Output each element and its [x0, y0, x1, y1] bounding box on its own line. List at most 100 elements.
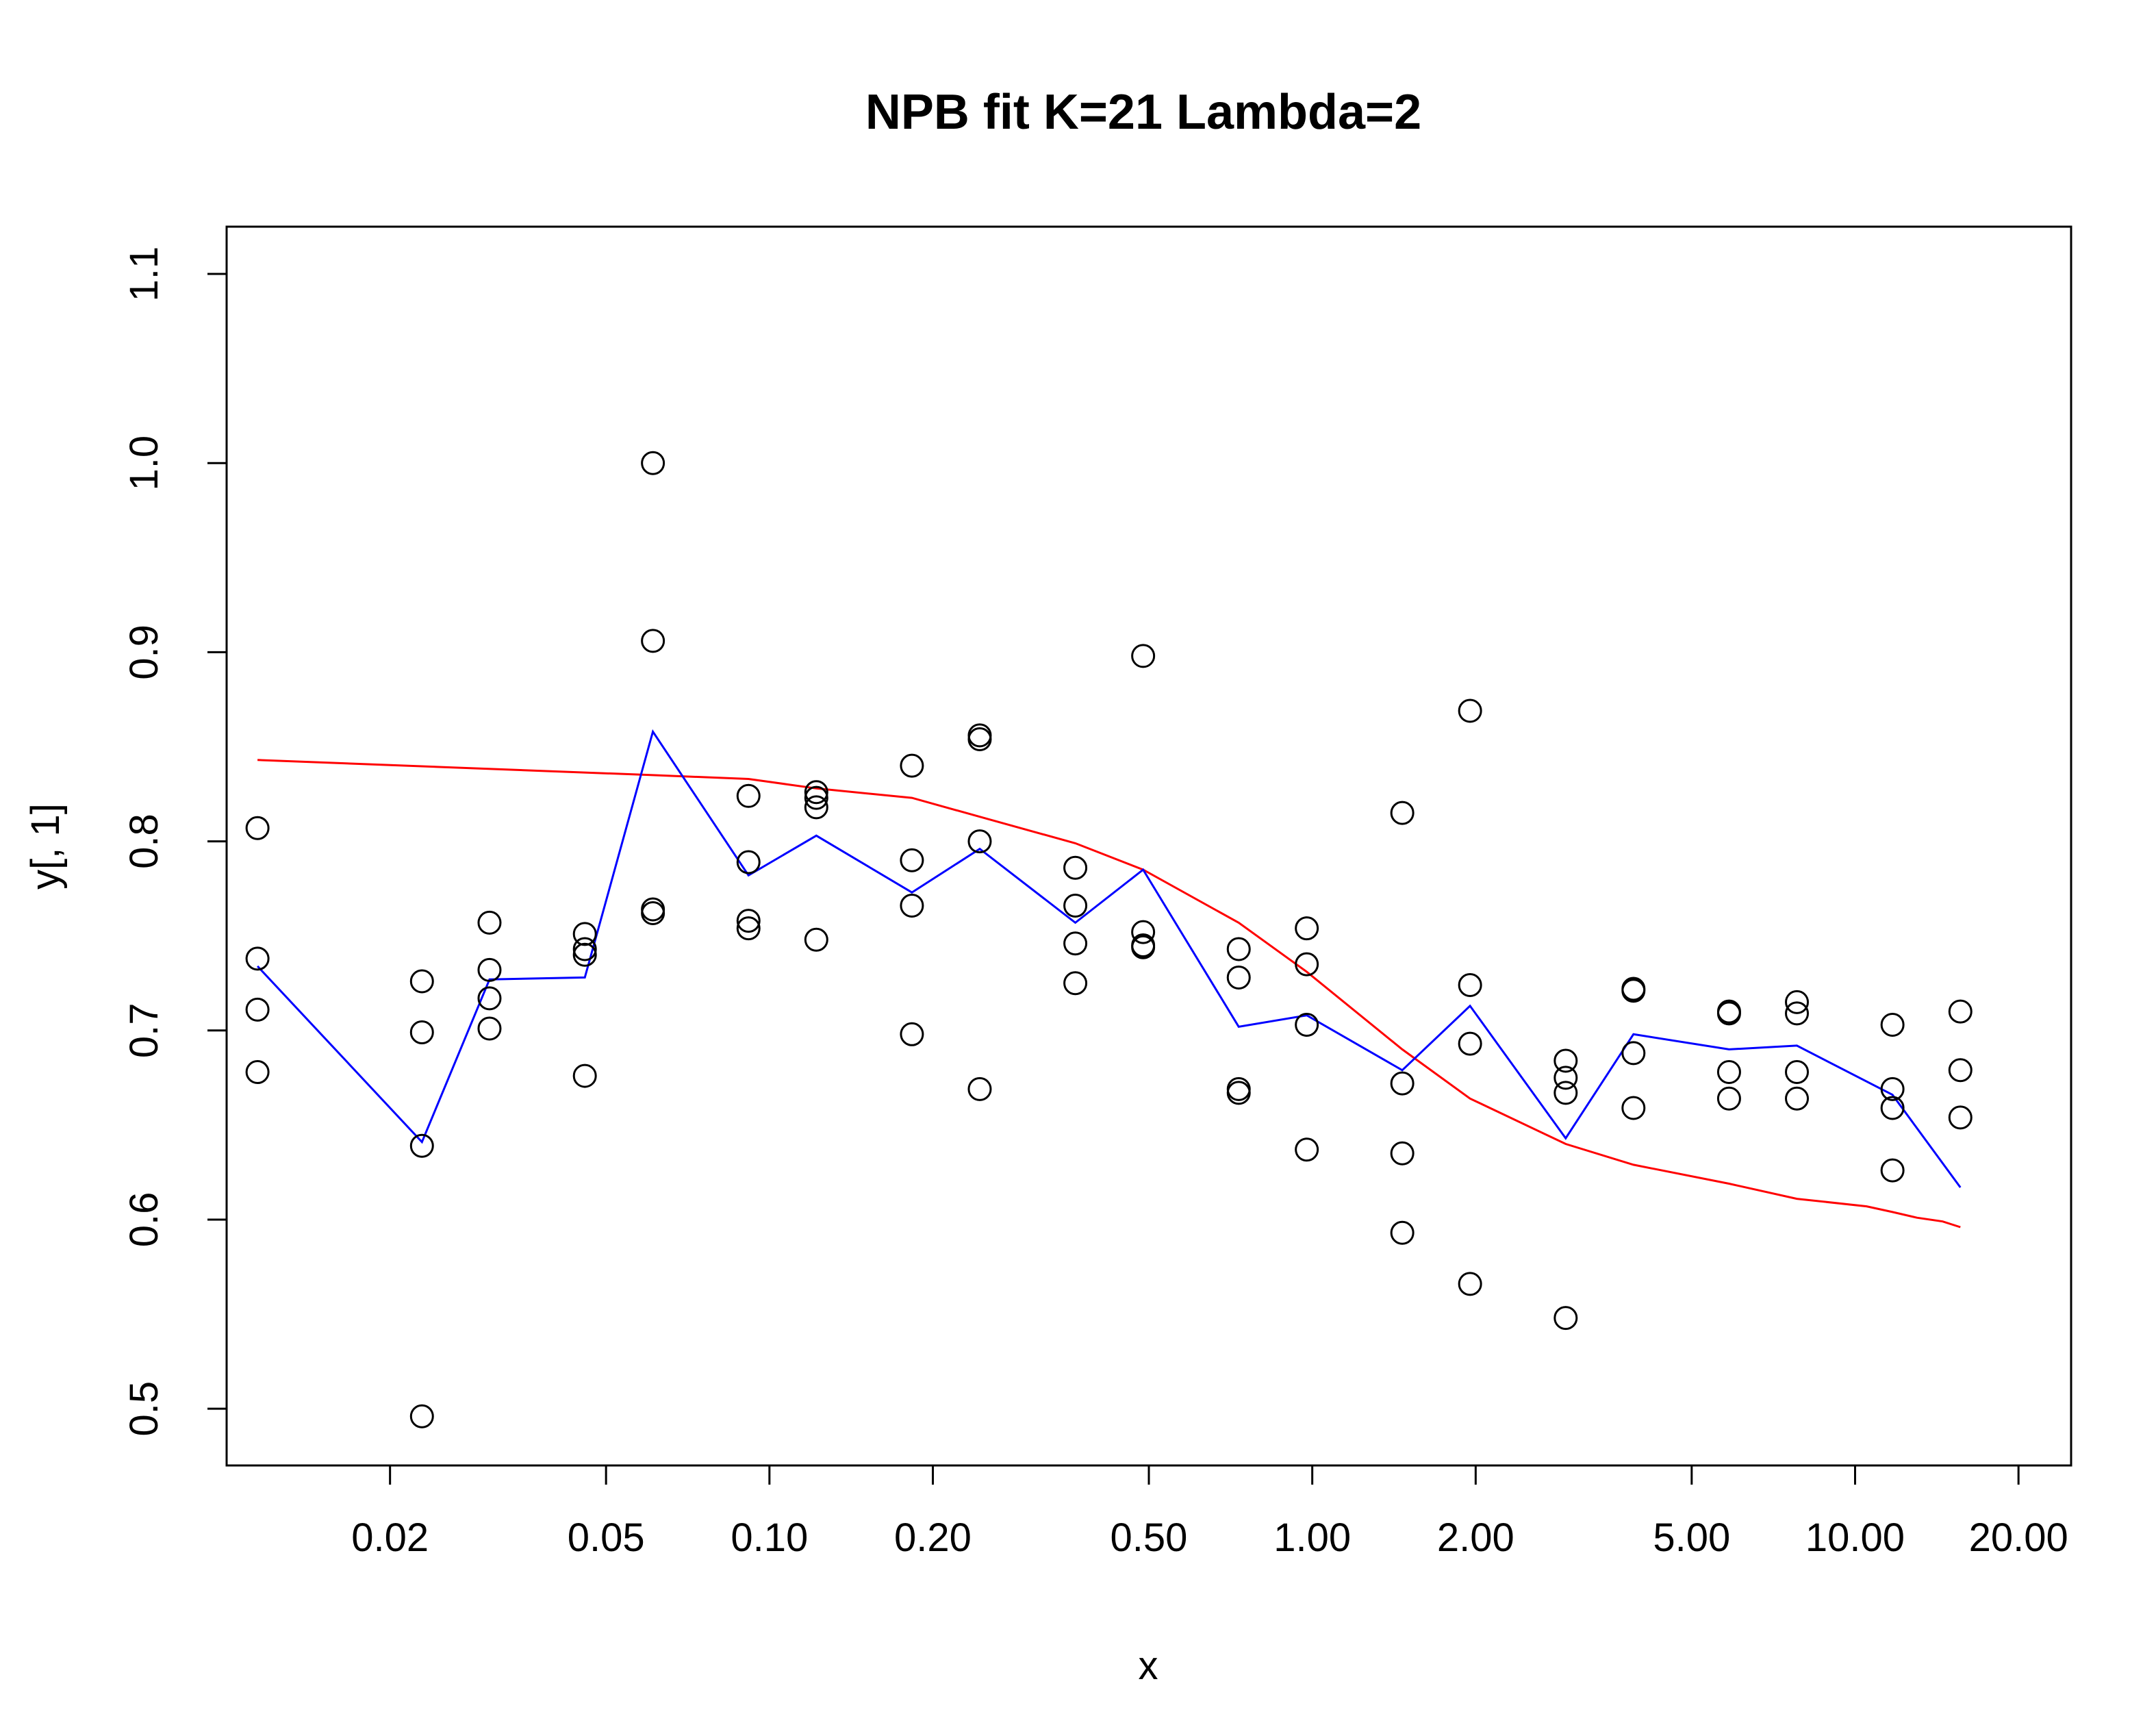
data-point	[1063, 931, 1088, 956]
blue-fit-line	[257, 729, 1962, 1188]
data-point	[1948, 999, 1973, 1024]
y-tick-label: 0.7	[122, 1003, 166, 1058]
data-point	[477, 986, 502, 1011]
data-point	[1948, 1058, 1973, 1083]
data-point	[477, 910, 502, 935]
x-tick-label: 0.50	[1111, 1515, 1188, 1560]
data-point	[409, 1404, 434, 1428]
data-point	[572, 937, 597, 961]
data-point	[1390, 801, 1415, 825]
data-point	[572, 922, 597, 946]
data-point	[1295, 1137, 1319, 1162]
data-point	[1785, 1001, 1810, 1026]
data-point	[804, 927, 828, 952]
data-point	[1621, 1041, 1646, 1066]
data-point	[245, 946, 270, 971]
data-point	[1390, 1071, 1415, 1096]
data-point	[1785, 1060, 1810, 1085]
blue-series	[257, 729, 1962, 1188]
data-point	[1226, 937, 1251, 961]
data-point	[1880, 1158, 1905, 1183]
y-tick-label: 0.9	[122, 625, 166, 680]
data-point	[1880, 1096, 1905, 1120]
red-series	[257, 759, 1961, 1229]
data-point	[409, 969, 434, 994]
x-axis-title: x	[1139, 1644, 1158, 1688]
data-point	[409, 1020, 434, 1045]
data-point	[1785, 990, 1810, 1014]
data-point	[641, 629, 665, 653]
x-tick-label: 0.02	[351, 1515, 429, 1560]
data-point	[1131, 644, 1156, 668]
data-point	[1880, 1012, 1905, 1037]
data-point	[1716, 1060, 1741, 1085]
x-tick-label: 1.00	[1273, 1515, 1351, 1560]
data-point	[804, 780, 828, 805]
data-point	[967, 1076, 992, 1101]
data-point	[1785, 1086, 1810, 1111]
data-point	[641, 901, 665, 926]
y-tick-label: 1.0	[122, 436, 166, 491]
y-tick-label: 0.8	[122, 814, 166, 869]
data-point	[736, 850, 761, 874]
data-point	[804, 795, 828, 820]
data-point	[245, 816, 270, 840]
x-axis: 0.02 0.05 0.10 0.20 0.50 1.00 2.00 5.00 10.00 20.…	[351, 1464, 2068, 1560]
data-point	[245, 997, 270, 1022]
x-tick-label: 0.05	[568, 1515, 645, 1560]
data-point	[245, 1060, 270, 1085]
x-tick-label: 5.00	[1653, 1515, 1730, 1560]
data-point	[1131, 935, 1156, 959]
data-point	[1226, 965, 1251, 990]
x-tick-label: 0.10	[731, 1515, 808, 1560]
data-point	[900, 848, 924, 872]
data-point	[1295, 916, 1319, 941]
data-point	[1553, 1081, 1578, 1105]
data-point	[1458, 1272, 1482, 1296]
data-point	[572, 942, 597, 967]
data-point	[409, 1133, 434, 1158]
y-tick-label: 0.5	[122, 1381, 166, 1437]
data-point	[1716, 1001, 1741, 1026]
data-point	[736, 916, 761, 941]
data-point	[1063, 893, 1088, 918]
data-point	[572, 1063, 597, 1088]
data-point	[1948, 1105, 1973, 1130]
data-point	[1226, 1081, 1251, 1105]
data-point	[1131, 920, 1156, 944]
data-point	[1553, 1066, 1578, 1090]
data-point	[967, 727, 992, 751]
data-point	[1458, 698, 1482, 723]
data-point	[477, 957, 502, 982]
data-point	[1553, 1048, 1578, 1073]
data-point	[477, 1016, 502, 1041]
data-point	[900, 1022, 924, 1046]
data-point	[1458, 972, 1482, 997]
data-point	[900, 893, 924, 918]
data-point	[1880, 1076, 1905, 1101]
x-tick-label: 0.20	[894, 1515, 972, 1560]
data-point	[967, 829, 992, 854]
data-point	[1390, 1220, 1415, 1245]
y-axis-title: y[, 1]	[23, 803, 68, 890]
red-fit-line	[257, 759, 1961, 1229]
data-point	[900, 753, 924, 778]
y-axis: 0.5 0.6 0.7 0.8 0.9 1.0 1.1	[122, 247, 228, 1437]
data-point	[1621, 979, 1646, 1003]
data-point	[1295, 952, 1319, 977]
data-point	[1716, 1086, 1741, 1111]
data-point	[1390, 1141, 1415, 1166]
points-series	[245, 451, 1973, 1428]
data-point	[1553, 1306, 1578, 1331]
y-tick-label: 0.6	[122, 1192, 166, 1248]
y-tick-label: 1.1	[122, 247, 166, 302]
chart-title: NPB fit K=21 Lambda=2	[865, 85, 1421, 140]
data-point	[804, 785, 828, 810]
x-tick-label: 2.00	[1437, 1515, 1514, 1560]
data-point	[1458, 1031, 1482, 1056]
data-point	[641, 451, 665, 475]
data-point	[1621, 1096, 1646, 1120]
data-point	[1063, 971, 1088, 996]
